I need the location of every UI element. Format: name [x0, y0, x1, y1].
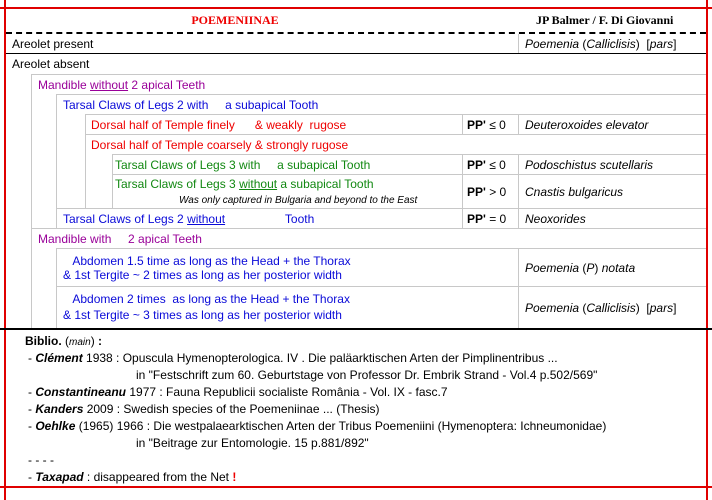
row-text: Tarsal Claws of Legs 2 with a subapical … — [63, 98, 319, 112]
indent-line — [85, 114, 86, 208]
row-text: Dorsal half of Temple finely & weakly ru… — [91, 118, 347, 132]
frame-bottom — [0, 486, 712, 488]
separator: - - - - — [28, 453, 54, 467]
row-text: & 1st Tergite ~ 2 times as long as her p… — [63, 268, 342, 282]
key-row: Tarsal Claws of Legs 2 without Tooth — [56, 208, 706, 228]
key-row: Dorsal half of Temple finely & weakly ru… — [85, 114, 706, 134]
biblio-divider — [0, 328, 712, 330]
species-cell: Podoschistus scutellaris — [518, 155, 706, 174]
divider — [6, 53, 706, 54]
biblio-entry: - Constantineanu 1977 : Fauna Republicii… — [28, 385, 448, 399]
species-cell: Poemenia (P) notata — [518, 249, 706, 286]
key-row: Mandible without 2 apical Teeth — [31, 74, 706, 95]
biblio-entry: - Kanders 2009 : Swedish species of the … — [28, 402, 380, 416]
row-text: Abdomen 1.5 time as long as the Head + t… — [63, 254, 351, 268]
indent-line — [56, 248, 57, 328]
indent-line — [112, 154, 113, 208]
key-row: Abdomen 2 times as long as the Head + th… — [56, 286, 706, 328]
row-text: Tarsal Claws of Legs 3 with a subapical … — [115, 158, 371, 172]
page-title: POEMENIINAE — [191, 13, 279, 27]
biblio-entry: - Clément 1938 : Opuscula Hymenopterolog… — [28, 351, 558, 365]
row-text: Mandible with 2 apical Teeth — [38, 232, 202, 246]
key-row: Areolet present Poemenia (Calliclisis) [… — [6, 34, 706, 54]
pp-code: PP' ≤ 0 — [462, 115, 518, 134]
row-text: Dorsal half of Temple coarsely & strongl… — [91, 138, 349, 152]
row-text: Mandible without 2 apical Teeth — [38, 78, 206, 92]
biblio-entry-cont: in "Festschrift zum 60. Geburtstage von … — [136, 368, 598, 382]
indent-line — [56, 94, 57, 228]
authors: JP Balmer / F. Di Giovanni — [536, 13, 674, 27]
frame-left — [4, 0, 6, 500]
key-row: Abdomen 1.5 time as long as the Head + t… — [56, 248, 706, 286]
species-cell: Poemenia (Calliclisis) [pars] — [518, 287, 706, 328]
key-row: Dorsal half of Temple coarsely & strongl… — [85, 134, 706, 154]
species-cell: Poemenia (Calliclisis) [pars] — [518, 34, 706, 53]
header-divider — [6, 32, 706, 34]
key-row: Areolet absent — [6, 54, 706, 74]
species-cell: Cnastis bulgaricus — [518, 175, 706, 208]
biblio-title: Biblio. (main) : — [25, 334, 103, 348]
row-text: Tarsal Claws of Legs 2 without Tooth — [63, 212, 315, 226]
biblio-entry: - Taxapad : disappeared from the Net ! — [28, 470, 237, 484]
key-row: Tarsal Claws of Legs 2 with a subapical … — [56, 94, 706, 114]
pp-code: PP' = 0 — [462, 209, 518, 228]
row-text: Areolet present — [12, 37, 94, 51]
row-text: Tarsal Claws of Legs 3 without a subapic… — [115, 177, 374, 191]
row-text: Abdomen 2 times as long as the Head + th… — [63, 292, 350, 306]
pp-code: PP' ≤ 0 — [462, 155, 518, 174]
row-text: & 1st Tergite ~ 3 times as long as her p… — [63, 308, 342, 322]
biblio-entry-cont: in "Beitrage zur Entomologie. 15 p.881/8… — [136, 436, 369, 450]
biblio-entry: - Oehlke (1965) 1966 : Die westpalaearkt… — [28, 419, 607, 433]
row-text: Areolet absent — [12, 57, 90, 71]
row-note: Was only captured in Bulgaria and beyond… — [179, 195, 418, 206]
key-row: Mandible with 2 apical Teeth — [31, 228, 706, 248]
frame-right — [706, 0, 708, 500]
pp-code: PP' > 0 — [462, 175, 518, 208]
key-row: Tarsal Claws of Legs 3 with a subapical … — [112, 154, 706, 174]
indent-line — [31, 74, 32, 328]
species-cell: Neoxorides — [518, 209, 706, 228]
key-row: Tarsal Claws of Legs 3 without a subapic… — [112, 174, 706, 208]
frame-top — [0, 7, 712, 9]
species-cell: Deuteroxoides elevator — [518, 115, 706, 134]
